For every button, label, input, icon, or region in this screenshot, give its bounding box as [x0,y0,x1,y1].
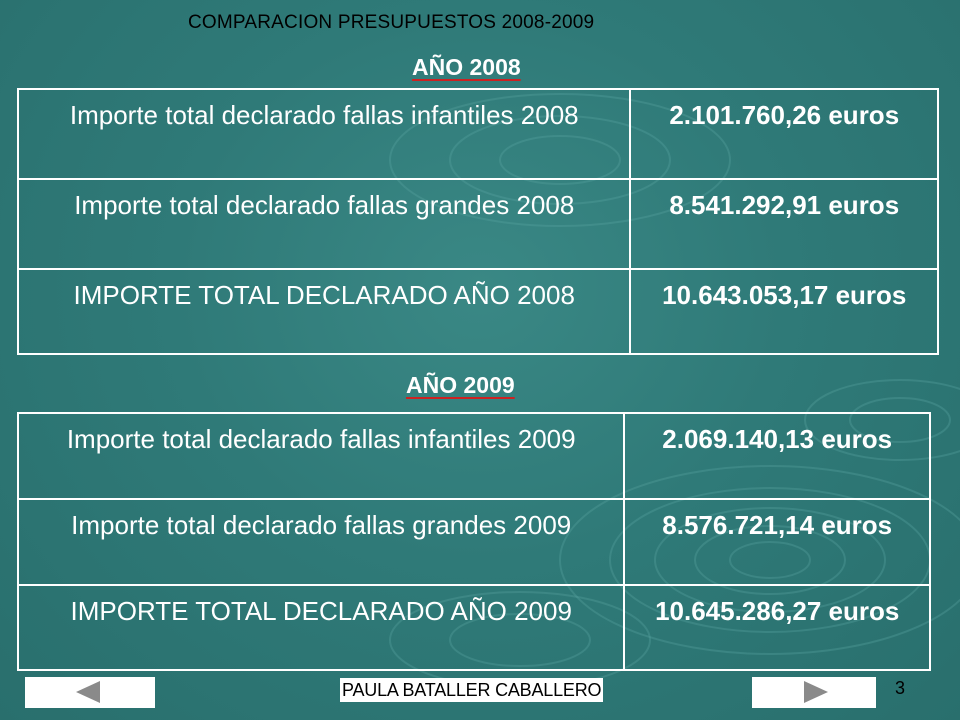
row-value: 8.576.721,14 euros [623,498,931,586]
row-label: Importe total declarado fallas grandes 2… [16,498,626,586]
budget-table-2009: Importe total declarado fallas infantile… [16,412,931,671]
row-value: 8.541.292,91 euros [629,178,939,270]
row-label: Importe total declarado fallas infantile… [16,88,632,180]
row-value: 2.101.760,26 euros [629,88,939,180]
table-row: IMPORTE TOTAL DECLARADO AÑO 2008 10.643.… [16,268,939,355]
row-value: 10.645.286,27 euros [623,584,931,671]
row-label: Importe total declarado fallas infantile… [16,412,626,500]
triangle-left-icon [76,681,100,703]
budget-table-2008: Importe total declarado fallas infantile… [16,88,939,355]
table-row: Importe total declarado fallas infantile… [16,88,939,180]
next-slide-button[interactable] [752,677,876,708]
triangle-right-icon [804,681,828,703]
year-heading-2008: AÑO 2008 [412,54,521,80]
table-row: Importe total declarado fallas grandes 2… [16,178,939,270]
year-heading-2009: AÑO 2009 [406,372,515,398]
previous-slide-button[interactable] [25,677,155,708]
slide-title: COMPARACION PRESUPUESTOS 2008-2009 [188,12,595,33]
table-row: Importe total declarado fallas grandes 2… [16,498,931,586]
author-footer: PAULA BATALLER CABALLERO [340,678,604,702]
table-row: Importe total declarado fallas infantile… [16,412,931,500]
row-label: Importe total declarado fallas grandes 2… [16,178,632,270]
page-number: 3 [895,678,906,698]
row-label: IMPORTE TOTAL DECLARADO AÑO 2008 [16,268,632,355]
table-row: IMPORTE TOTAL DECLARADO AÑO 2009 10.645.… [16,584,931,671]
row-value: 2.069.140,13 euros [623,412,931,500]
row-label: IMPORTE TOTAL DECLARADO AÑO 2009 [16,584,626,671]
row-value: 10.643.053,17 euros [629,268,939,355]
